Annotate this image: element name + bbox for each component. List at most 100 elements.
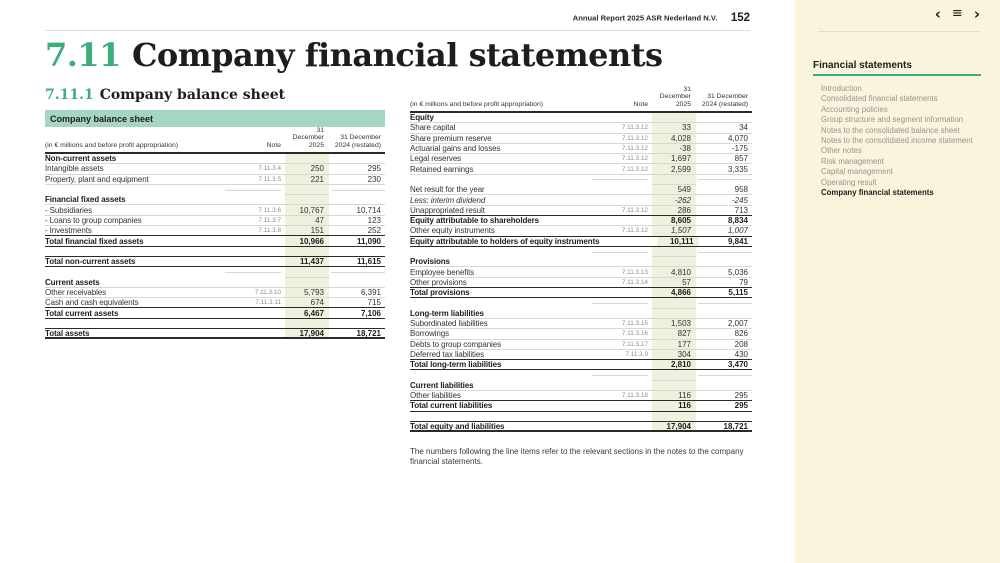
sidebar-item[interactable]: Notes to the consolidated income stateme… [821, 136, 973, 146]
sidebar-item[interactable]: Operating result [821, 177, 877, 187]
table-row: Share capital 7.11.3.12 33 34 [410, 123, 752, 134]
row-value-2025 [652, 174, 696, 186]
row-value-2025 [285, 154, 329, 164]
row-note-reference: 7.11.3.12 [621, 124, 648, 132]
row-note-reference: 7.11.3.6 [258, 206, 281, 214]
row-label: Other equity instruments [410, 226, 495, 236]
row-note-reference: 7.11.3.12 [621, 145, 648, 153]
row-value-2024: 826 [734, 329, 748, 339]
table-header-row: (in € millions and before profit appropr… [45, 127, 385, 154]
row-value-2025 [285, 277, 329, 287]
row-label: Non-current assets [45, 154, 117, 164]
row-label: - Investments [45, 226, 92, 236]
row-value-2024: 5,036 [727, 267, 748, 277]
row-note-reference [592, 251, 648, 253]
row-value-2025: 116 [652, 391, 696, 401]
row-label: Other liabilities [410, 391, 461, 401]
row-label: Total financial fixed assets [45, 236, 144, 246]
sidebar-item[interactable]: Accounting policies [821, 104, 888, 114]
row-note-reference: 7.11.3.13 [621, 268, 648, 276]
row-value-2025: 47 [285, 215, 329, 226]
sidebar-item[interactable]: Notes to the consolidated balance sheet [821, 125, 960, 135]
table-row [410, 411, 752, 422]
row-label: - Subsidiaries [45, 205, 93, 215]
table-row [410, 174, 752, 186]
row-label: Total current assets [45, 308, 119, 318]
row-value-2025: 10,111 [656, 236, 699, 246]
row-note-reference: 7.11.3.10 [254, 289, 281, 296]
sidebar-divider [818, 31, 980, 32]
row-label: Debts to group companies [410, 339, 501, 349]
row-note-reference: 7.11.3.12 [621, 165, 648, 173]
row-value-2024 [698, 251, 752, 253]
sidebar-item-active[interactable]: Company financial statements [821, 188, 934, 198]
row-note-reference [592, 179, 648, 181]
sidebar-item[interactable]: Introduction [821, 84, 862, 93]
row-value-2025: 4,810 [652, 267, 696, 277]
row-note-reference: 7.11.3.4 [258, 165, 281, 173]
row-value-2025: 33 [652, 123, 696, 133]
row-value-2024: 295 [734, 391, 748, 401]
row-value-2025: 4,028 [652, 133, 696, 143]
row-note-reference: 7.11.3.12 [621, 155, 648, 163]
row-value-2025: 1,503 [652, 318, 696, 329]
column-header-2025: 31 December 2025 [659, 85, 691, 109]
row-value-2024: 295 [734, 401, 748, 411]
table-row: Employee benefits 7.11.3.13 4,810 5,036 [410, 267, 752, 278]
row-value-2024: 3,470 [727, 360, 748, 370]
row-value-2025: 17,904 [285, 329, 329, 338]
row-label: Employee benefits [410, 267, 475, 277]
sidebar-item[interactable]: Other notes [821, 146, 862, 156]
row-label: Current liabilities [410, 380, 474, 390]
row-value-2024: 10,714 [356, 205, 381, 215]
sidebar-item[interactable]: Consolidated financial statements [821, 94, 938, 104]
table-row: Cash and cash equivalents 7.11.3.11 674 715 [45, 298, 385, 309]
table-row: - Loans to group companies 7.11.3.7 47 123 [45, 215, 385, 227]
row-value-2025 [652, 380, 696, 391]
table-footnote: The numbers following the line items ref… [410, 447, 744, 467]
row-note-reference: 7.11.3.17 [621, 340, 648, 348]
row-value-2025: 2,810 [652, 360, 696, 370]
table-row: Total current liabilities 116 295 [410, 401, 752, 412]
row-value-2025: 6,467 [285, 308, 329, 318]
row-value-2025: 8,605 [652, 215, 696, 226]
sidebar-item[interactable]: Capital management [821, 167, 893, 177]
table-row: Actuarial gains and losses 7.11.3.12 -38 -1… [410, 143, 752, 155]
section-title: Company financial statements [131, 36, 663, 74]
row-value-2025: 286 [652, 205, 696, 215]
previous-page-icon[interactable]: ‹ [934, 5, 941, 23]
table-row: Other liabilities 7.11.3.18 116 295 [410, 391, 752, 402]
row-label: Long-term liabilities [410, 308, 484, 318]
table-row [45, 246, 385, 257]
next-page-icon[interactable]: › [973, 5, 980, 23]
row-label: Total non-current assets [45, 257, 136, 267]
row-value-2024: 430 [734, 349, 748, 359]
row-label: Total current liabilities [410, 401, 493, 411]
row-label: Financial fixed assets [45, 195, 126, 205]
sidebar-item[interactable]: Group structure and segment information [821, 115, 964, 125]
row-value-2025: 549 [652, 185, 696, 195]
row-label: Provisions [410, 257, 450, 267]
table-row: Financial fixed assets [45, 195, 385, 206]
row-value-2024 [698, 375, 752, 377]
row-value-2024 [698, 302, 752, 304]
table-row: Other provisions 7.11.3.14 57 79 [410, 277, 752, 289]
row-note-reference [592, 375, 648, 377]
table-row: Total financial fixed assets 10,966 11,090 [45, 236, 385, 247]
menu-icon[interactable]: ≡ [951, 6, 963, 21]
row-note-reference: 7.11.3.7 [258, 216, 281, 224]
row-label: Total provisions [410, 288, 470, 298]
row-value-2025: 57 [652, 277, 696, 288]
row-label: Actuarial gains and losses [410, 144, 501, 154]
subsection-title-text: Company balance sheet [99, 87, 286, 103]
subsection-title: 7.11.1 Company balance sheet [45, 87, 285, 103]
row-label: Other provisions [410, 277, 467, 287]
table-row: Less: interim dividend -262 -245 [410, 195, 752, 206]
row-value-2024: 713 [734, 205, 748, 215]
row-value-2025: -262 [652, 195, 696, 205]
table-body: Non-current assets Intangible assets 7.11.… [45, 154, 385, 340]
row-value-2025 [285, 318, 329, 329]
sidebar-item[interactable]: Risk management [821, 156, 884, 166]
table-row [410, 370, 752, 381]
